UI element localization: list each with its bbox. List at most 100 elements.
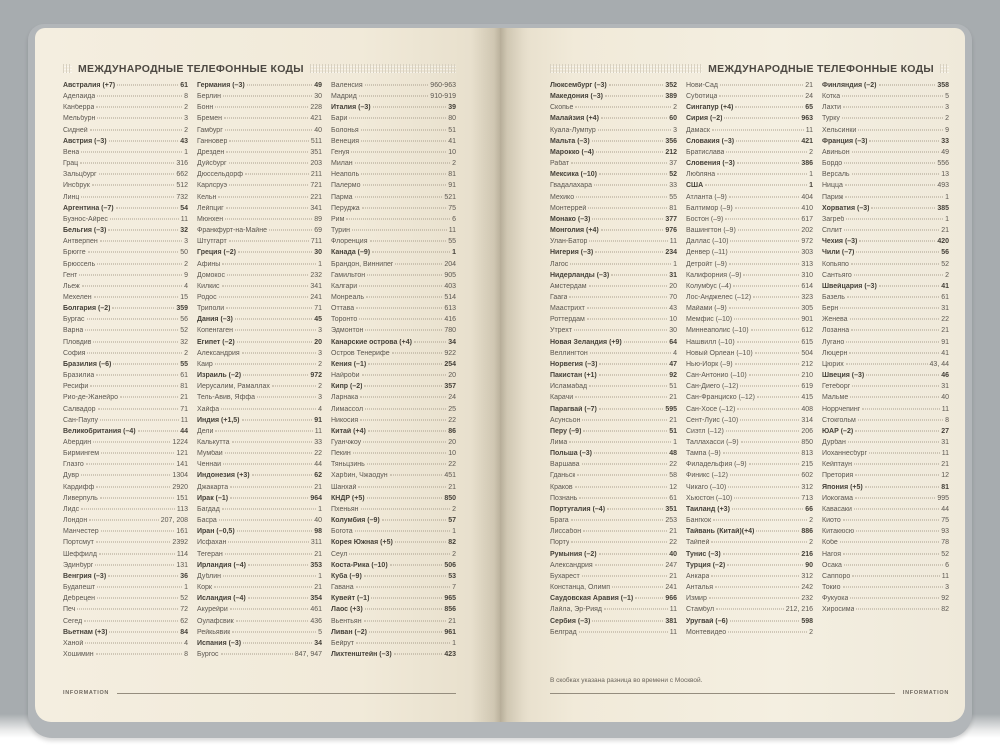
entry-code: 43 xyxy=(669,305,677,313)
entry-code: 1 xyxy=(945,193,949,201)
entry-name: Сингапур (+4) xyxy=(686,104,734,112)
entry-name: Япония (+5) xyxy=(822,483,863,491)
entry-code: 51 xyxy=(669,427,677,435)
dot-leader xyxy=(223,463,313,465)
dot-leader xyxy=(95,541,171,543)
dot-leader xyxy=(364,385,443,387)
entry-code: 55 xyxy=(180,360,188,368)
city-entry: Пловдив 32 xyxy=(63,339,188,350)
entry-code: 82 xyxy=(448,539,456,547)
dot-leader xyxy=(735,106,804,108)
dot-leader xyxy=(237,251,313,253)
dot-leader xyxy=(366,497,443,499)
dot-leader xyxy=(851,329,940,331)
entry-name: Мексика (–10) xyxy=(550,171,598,179)
dot-leader xyxy=(241,352,317,354)
country-entry: Румыния (–2) 40 xyxy=(550,551,677,562)
city-entry: Найроби 20 xyxy=(331,372,456,383)
city-entry: Миннеаполис (–10) 612 xyxy=(686,327,813,338)
entry-code: 403 xyxy=(444,282,456,290)
entry-name: Миннеаполис (–10) xyxy=(686,327,749,335)
country-entry: Канада (–9) 1 xyxy=(331,249,456,260)
entry-code: 21 xyxy=(314,483,322,491)
entry-name: Бухарест xyxy=(550,572,580,580)
time-difference-note: В скобках указана разница во времени с М… xyxy=(550,677,703,684)
country-entry: КНДР (+5) 850 xyxy=(331,495,456,506)
entry-code: 51 xyxy=(448,126,456,134)
entry-name: Тайвань (Китай)(+4) xyxy=(686,528,755,536)
city-entry: Котка 5 xyxy=(822,93,949,104)
entry-code: 31 xyxy=(941,383,949,391)
entry-name: Детройт (–9) xyxy=(686,260,727,268)
entry-code: 963 xyxy=(801,115,813,123)
entry-code: 617 xyxy=(801,215,813,223)
dot-leader xyxy=(717,173,808,175)
dot-leader xyxy=(351,151,447,153)
dot-leader xyxy=(77,608,179,610)
entry-name: Брага xyxy=(550,517,569,525)
city-entry: Александрия 247 xyxy=(550,562,677,573)
city-entry: Басра 40 xyxy=(197,517,322,528)
entry-code: 55 xyxy=(669,193,677,201)
entry-code: 234 xyxy=(665,249,677,257)
entry-code: 613 xyxy=(444,305,456,313)
dot-leader xyxy=(574,486,668,488)
dot-leader xyxy=(594,452,668,454)
entry-name: Саппоро xyxy=(822,572,851,580)
entry-code: 8 xyxy=(945,416,949,424)
city-entry: Мальме 40 xyxy=(822,394,949,405)
entry-code: 56 xyxy=(941,249,949,257)
city-entry: Печ 72 xyxy=(63,606,188,617)
dot-leader xyxy=(583,430,668,432)
dot-leader xyxy=(705,184,808,186)
country-entry: Швеция (–3) 46 xyxy=(822,372,949,383)
city-entry: Брюгге 50 xyxy=(63,249,188,260)
city-entry: Сплит 21 xyxy=(822,227,949,238)
dot-leader xyxy=(576,196,668,198)
entry-code: 207, 208 xyxy=(160,517,188,525)
country-entry: Бельгия (–3) 32 xyxy=(63,227,188,238)
entry-name: Дели xyxy=(197,427,214,435)
city-entry: Нашвилл (–10) 615 xyxy=(686,339,813,350)
country-entry: Македония (–3) 389 xyxy=(550,93,677,104)
entry-code: 113 xyxy=(176,505,188,513)
entry-name: Мехико xyxy=(550,193,575,201)
entry-name: Мехелен xyxy=(63,293,92,301)
entry-name: Пакистан (+1) xyxy=(550,372,597,380)
entry-code: 21 xyxy=(941,227,949,235)
entry-name: Перуджа xyxy=(331,204,360,212)
country-entry: Тайвань (Китай)(+4) 886 xyxy=(686,528,813,539)
city-entry: Бухарест 21 xyxy=(550,573,677,584)
entry-name: Малайзия (+4) xyxy=(550,115,599,123)
entry-name: Карачи xyxy=(550,394,574,402)
dot-leader xyxy=(99,497,175,499)
entry-name: Ирак (–1) xyxy=(197,494,229,502)
header-pattern-right xyxy=(309,64,456,73)
city-entry: Сент-Луис (–10) 314 xyxy=(686,417,813,428)
city-entry: Дублин 1 xyxy=(197,573,322,584)
dot-leader xyxy=(852,385,940,387)
entry-code: 241 xyxy=(665,584,677,592)
city-entry: Лугано 91 xyxy=(822,339,949,350)
entry-code: 33 xyxy=(669,182,677,190)
dot-leader xyxy=(844,229,940,231)
dot-leader xyxy=(84,620,179,621)
dot-leader xyxy=(91,184,175,186)
entry-code: 62 xyxy=(314,472,322,480)
entry-code: 1 xyxy=(318,572,322,580)
entry-name: Вашингтон (–9) xyxy=(686,227,736,235)
entry-name: Парагвай (–7) xyxy=(550,405,597,413)
dot-leader xyxy=(86,318,179,320)
city-entry: Суботица 24 xyxy=(686,93,813,104)
city-entry: Сан-Антонио (–10) 210 xyxy=(686,372,813,383)
dot-leader xyxy=(570,263,672,264)
entry-code: 312 xyxy=(801,483,813,491)
city-entry: Мельбурн 3 xyxy=(63,115,188,126)
dot-leader xyxy=(579,497,668,499)
country-entry: Сирия (–2) 963 xyxy=(686,115,813,126)
entry-code: 52 xyxy=(180,327,188,335)
entry-name: Богота xyxy=(331,528,353,536)
dot-leader xyxy=(365,329,443,331)
dot-leader xyxy=(854,497,936,499)
entry-name: Брандон, Виннипег xyxy=(331,260,394,268)
